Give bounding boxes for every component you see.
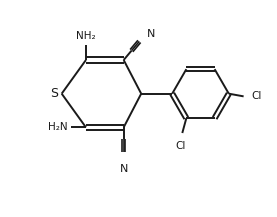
Text: NH₂: NH₂: [76, 31, 96, 41]
Text: H₂N: H₂N: [48, 122, 68, 132]
Text: Cl: Cl: [176, 141, 186, 151]
Text: N: N: [119, 164, 128, 174]
Text: S: S: [50, 87, 58, 100]
Text: Cl: Cl: [252, 91, 262, 101]
Text: N: N: [147, 29, 156, 39]
